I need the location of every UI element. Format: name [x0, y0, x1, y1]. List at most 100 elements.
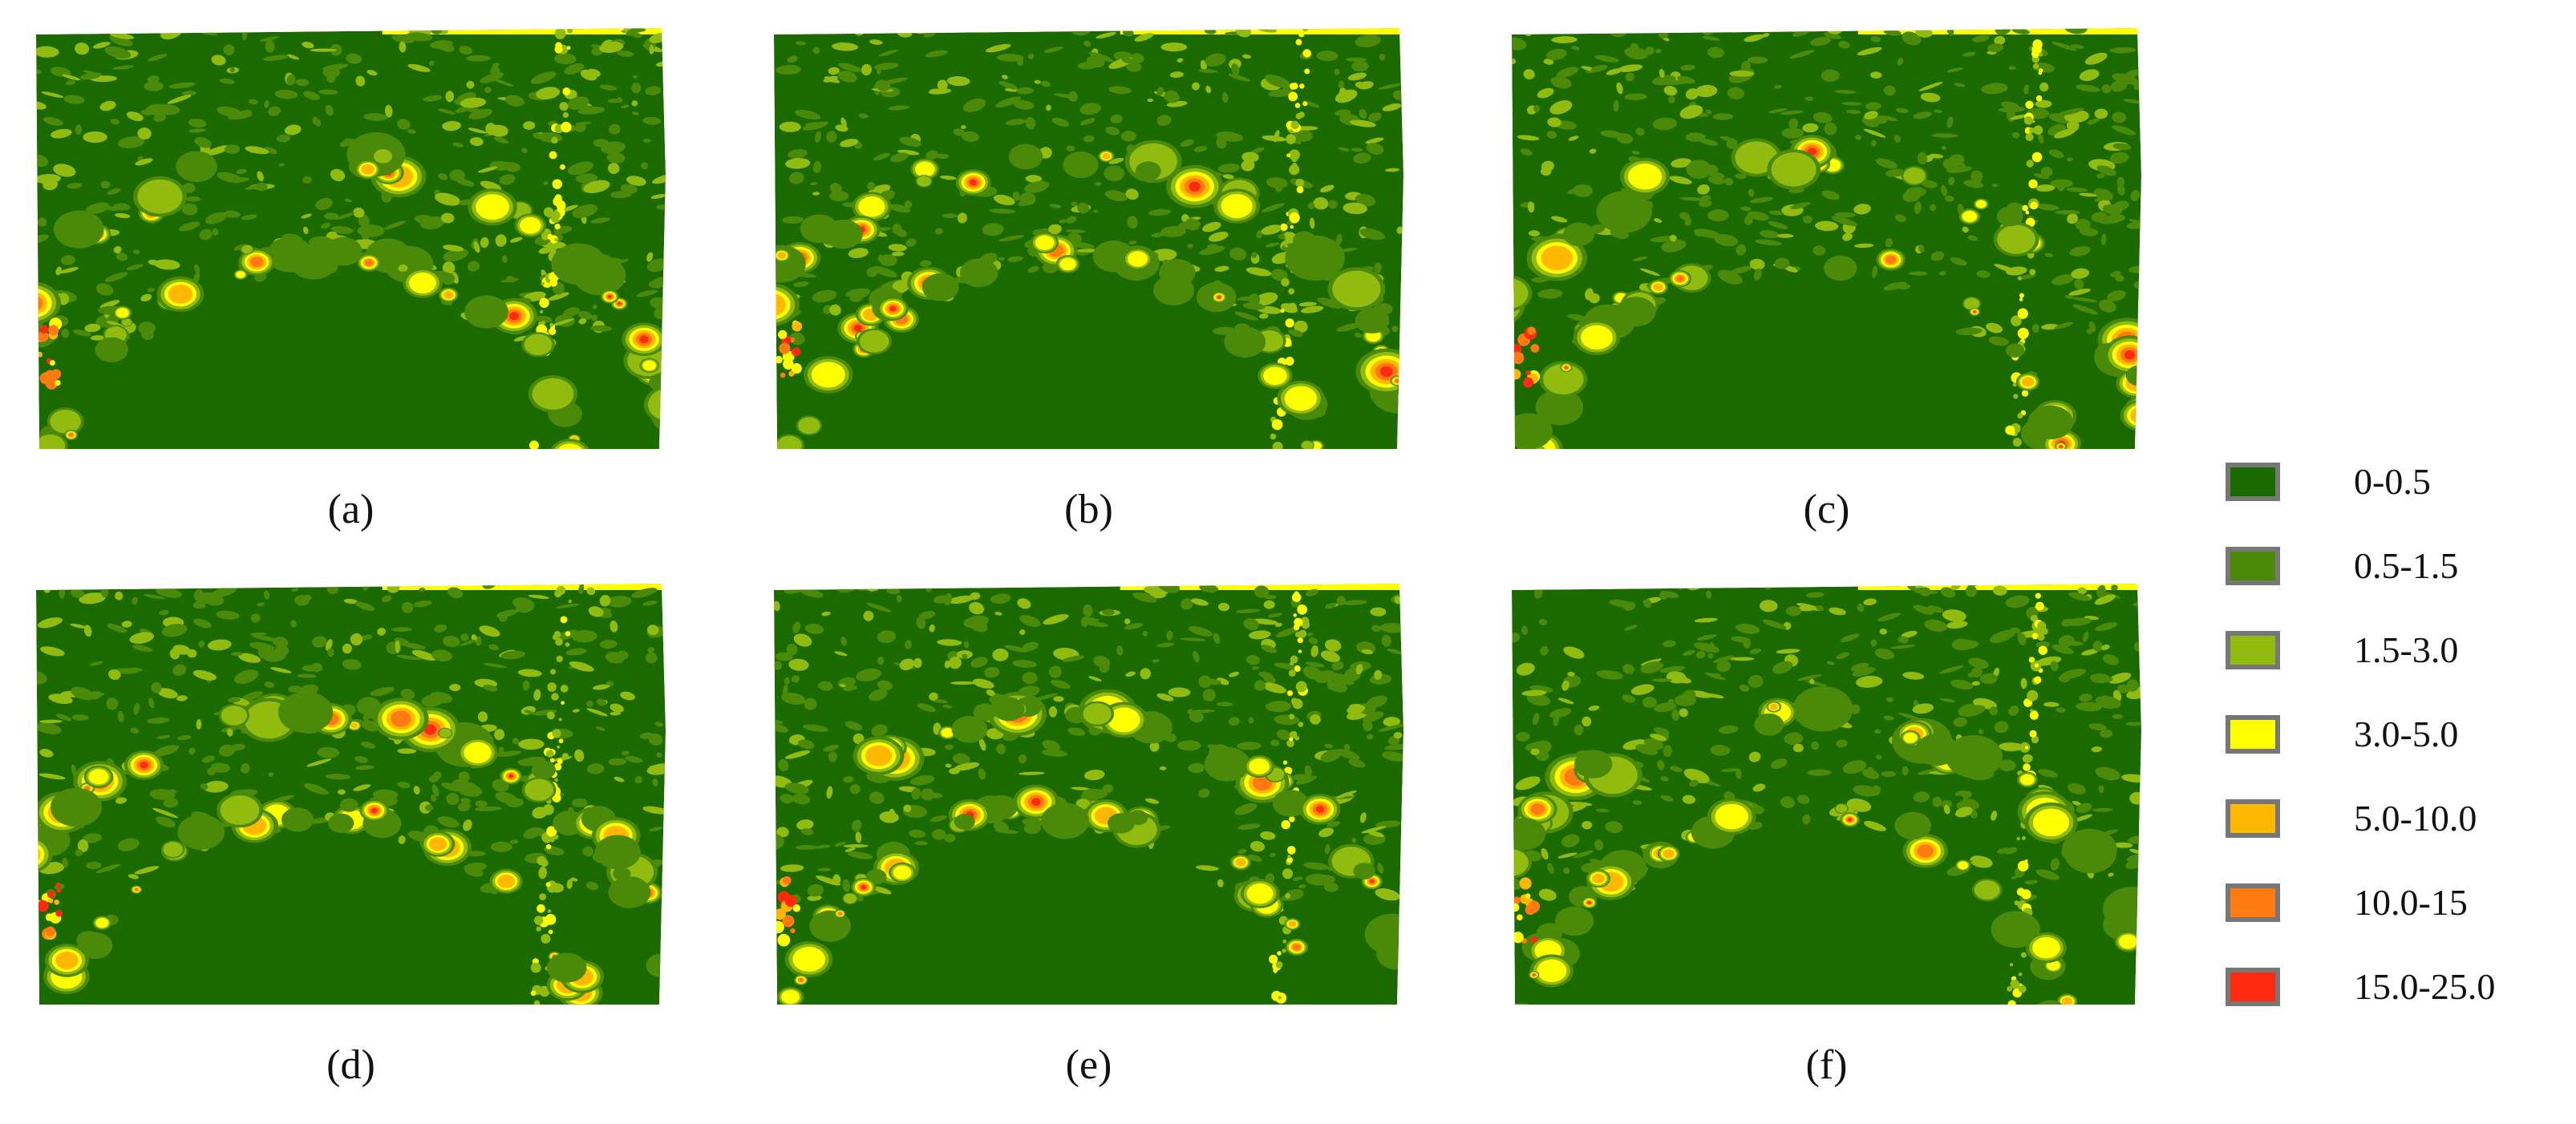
texture: [1712, 655, 1736, 663]
texture: [1160, 42, 1188, 52]
texture: [1679, 708, 1688, 718]
canopy-blob: [137, 179, 183, 214]
texture: [107, 188, 121, 195]
texture: [824, 76, 840, 83]
texture: [431, 649, 452, 662]
texture: [521, 148, 528, 153]
texture: [1748, 188, 1755, 197]
canopy-blob: [1488, 300, 1499, 309]
canopy-blob: [1292, 944, 1301, 951]
texture: [1125, 671, 1136, 677]
texture: [572, 709, 580, 713]
canopy-blob: [1996, 206, 2023, 227]
texture: [1550, 76, 1572, 89]
texture: [1530, 748, 1540, 755]
stream: [2038, 645, 2047, 655]
canopy-blob: [2147, 433, 2188, 464]
texture: [866, 602, 892, 613]
stream: [543, 804, 554, 815]
texture: [466, 80, 475, 89]
texture: [2096, 173, 2105, 179]
texture: [1694, 617, 1718, 623]
texture: [1739, 684, 1750, 692]
texture: [2066, 187, 2088, 192]
stream: [1298, 629, 1307, 638]
texture: [1872, 265, 1877, 279]
texture: [1306, 633, 1313, 637]
texture: [126, 264, 144, 271]
texture: [459, 46, 472, 55]
texture: [1185, 218, 1200, 231]
texture: [807, 883, 824, 897]
texture: [2068, 782, 2086, 794]
texture: [1871, 139, 1877, 147]
canopy-blob: [0, 334, 4, 350]
texture: [1870, 639, 1877, 647]
texture: [325, 774, 351, 780]
texture: [1921, 180, 1938, 188]
texture: [970, 592, 981, 600]
texture: [945, 763, 952, 768]
texture: [1331, 661, 1344, 671]
stream: [1298, 649, 1302, 653]
texture: [1978, 729, 1984, 734]
texture: [607, 163, 620, 174]
texture: [2092, 807, 2113, 812]
texture: [1126, 62, 1142, 72]
texture: [649, 827, 663, 832]
texture: [2094, 594, 2116, 605]
canopy-blob: [858, 196, 885, 217]
texture: [1048, 665, 1062, 678]
canopy-blob: [1917, 844, 1934, 858]
canopy-blob: [1848, 818, 1853, 822]
texture: [1193, 651, 1200, 663]
stream: [1287, 855, 1291, 859]
texture: [1027, 53, 1035, 59]
texture: [1976, 270, 1991, 278]
texture: [264, 147, 277, 155]
texture: [1850, 704, 1861, 714]
canopy-blob: [1403, 441, 1439, 468]
texture: [1305, 589, 1318, 596]
texture: [1567, 188, 1582, 195]
canopy-blob: [1675, 275, 1685, 282]
texture: [397, 119, 411, 130]
texture: [905, 238, 917, 247]
stream: [549, 327, 557, 335]
stream: [1286, 134, 1296, 144]
texture: [1963, 180, 1984, 188]
canopy-blob: [0, 854, 16, 891]
canopy-blob: [1527, 512, 1537, 520]
texture: [1723, 791, 1736, 801]
stream: [1288, 288, 1294, 295]
stream: [1288, 669, 1296, 677]
texture: [233, 669, 259, 685]
texture: [73, 330, 91, 337]
texture: [2069, 245, 2091, 257]
texture: [1294, 129, 1313, 142]
texture: [1931, 133, 1958, 138]
canopy-blob: [675, 1052, 689, 1062]
texture: [625, 755, 643, 763]
texture: [1304, 765, 1312, 778]
texture: [621, 104, 630, 109]
canopy-blob: [364, 259, 374, 266]
texture: [969, 620, 988, 633]
canopy-blob: [2145, 997, 2150, 1002]
texture: [1343, 743, 1351, 752]
texture: [1784, 732, 1804, 745]
texture: [2096, 676, 2113, 682]
texture: [1768, 108, 1788, 114]
texture: [442, 635, 460, 648]
texture: [1122, 29, 1134, 37]
stream: [2034, 676, 2042, 684]
edge-speck: [48, 325, 59, 336]
texture: [2108, 872, 2114, 877]
texture: [1989, 706, 1999, 716]
texture: [104, 272, 128, 282]
texture: [1883, 715, 1894, 721]
texture: [1359, 812, 1367, 823]
texture: [1563, 646, 1585, 659]
texture: [2102, 654, 2120, 665]
texture: [1335, 749, 1360, 760]
